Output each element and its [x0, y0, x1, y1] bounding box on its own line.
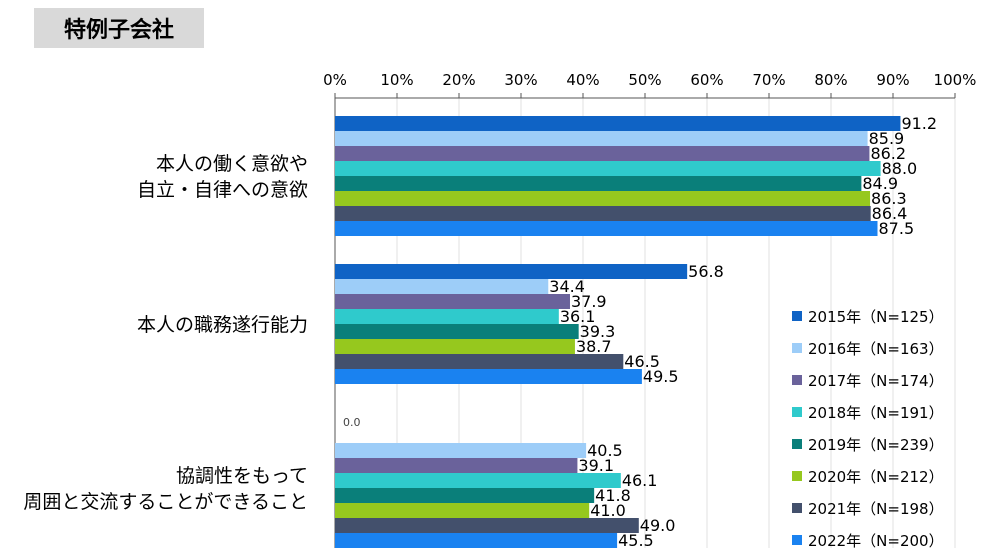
legend-label: 2018年（N=191）: [808, 403, 944, 422]
page-title: 特例子会社: [34, 8, 204, 48]
bar: [335, 369, 642, 384]
x-tick-label: 100%: [934, 71, 977, 89]
legend-item: 2022年（N=200）: [792, 524, 944, 556]
x-tick-label: 30%: [504, 71, 537, 89]
data-label: 37.9: [571, 292, 607, 311]
data-label: 86.2: [870, 144, 906, 163]
legend-label: 2022年（N=200）: [808, 531, 944, 550]
legend-item: 2018年（N=191）: [792, 396, 944, 428]
bar: [335, 339, 575, 354]
bar: [335, 443, 587, 458]
x-tick-label: 90%: [876, 71, 909, 89]
bar: [335, 294, 570, 309]
bar: [335, 146, 870, 161]
bar: [335, 161, 881, 176]
legend-label: 2020年（N=212）: [808, 467, 944, 486]
bar: [335, 131, 868, 146]
bar: [335, 458, 578, 473]
data-label: 88.0: [882, 159, 918, 178]
legend-swatch: [792, 311, 802, 321]
bar: [335, 488, 595, 503]
legend-label: 2017年（N=174）: [808, 371, 944, 390]
data-label: 46.1: [622, 471, 658, 490]
data-label: 39.3: [580, 322, 616, 341]
legend-label: 2016年（N=163）: [808, 339, 944, 358]
data-label: 49.5: [643, 367, 679, 386]
category-label: 本人の働く意欲や: [156, 153, 308, 175]
data-label: 38.7: [576, 337, 612, 356]
data-label: 41.0: [590, 501, 626, 520]
legend-item: 2017年（N=174）: [792, 364, 944, 396]
bar: [335, 309, 559, 324]
x-tick-label: 20%: [442, 71, 475, 89]
bar: [335, 221, 878, 236]
legend-label: 2015年（N=125）: [808, 307, 944, 326]
data-label: 36.1: [560, 307, 596, 326]
x-tick-label: 50%: [628, 71, 661, 89]
legend-swatch: [792, 343, 802, 353]
data-label: 0.0: [343, 416, 361, 429]
bar: [335, 324, 579, 339]
data-label: 45.5: [618, 531, 654, 550]
bar: [335, 191, 871, 206]
data-label: 85.9: [869, 129, 905, 148]
legend-swatch: [792, 439, 802, 449]
x-tick-label: 60%: [690, 71, 723, 89]
category-label: 周囲と交流することができること: [23, 491, 308, 513]
legend-swatch: [792, 503, 802, 513]
legend-swatch: [792, 471, 802, 481]
data-label: 84.9: [862, 174, 898, 193]
data-label: 91.2: [901, 114, 937, 133]
data-label: 46.5: [624, 352, 660, 371]
data-label: 40.5: [587, 441, 623, 460]
category-label: 本人の職務遂行能力: [137, 314, 308, 336]
bar: [335, 503, 590, 518]
legend-swatch: [792, 535, 802, 545]
legend-item: 2015年（N=125）: [792, 300, 944, 332]
data-label: 87.5: [879, 219, 915, 238]
category-label: 自立・自律への意欲: [137, 179, 308, 201]
data-label: 39.1: [578, 456, 614, 475]
bar: [335, 279, 549, 294]
legend-swatch: [792, 407, 802, 417]
chart-legend: 2015年（N=125） 2016年（N=163） 2017年（N=174） 2018…: [792, 300, 944, 556]
bar: [335, 176, 862, 191]
legend-item: 2020年（N=212）: [792, 460, 944, 492]
legend-item: 2021年（N=198）: [792, 492, 944, 524]
legend-label: 2021年（N=198）: [808, 499, 944, 518]
legend-label: 2019年（N=239）: [808, 435, 944, 454]
bar: [335, 518, 639, 533]
x-tick-label: 40%: [566, 71, 599, 89]
x-tick-label: 10%: [380, 71, 413, 89]
legend-item: 2016年（N=163）: [792, 332, 944, 364]
bar: [335, 264, 688, 279]
data-label: 86.4: [872, 204, 908, 223]
x-tick-label: 70%: [752, 71, 785, 89]
x-tick-label: 80%: [814, 71, 847, 89]
data-label: 41.8: [595, 486, 631, 505]
data-label: 34.4: [549, 277, 585, 296]
bar: [335, 473, 621, 488]
x-tick-label: 0%: [323, 71, 347, 89]
data-label: 86.3: [871, 189, 907, 208]
bar: [335, 354, 624, 369]
legend-swatch: [792, 375, 802, 385]
data-label: 49.0: [640, 516, 676, 535]
bar: [335, 116, 901, 131]
legend-item: 2019年（N=239）: [792, 428, 944, 460]
category-label: 協調性をもって: [176, 465, 308, 487]
bar: [335, 206, 871, 221]
data-label: 56.8: [688, 262, 724, 281]
bar: [335, 533, 618, 548]
